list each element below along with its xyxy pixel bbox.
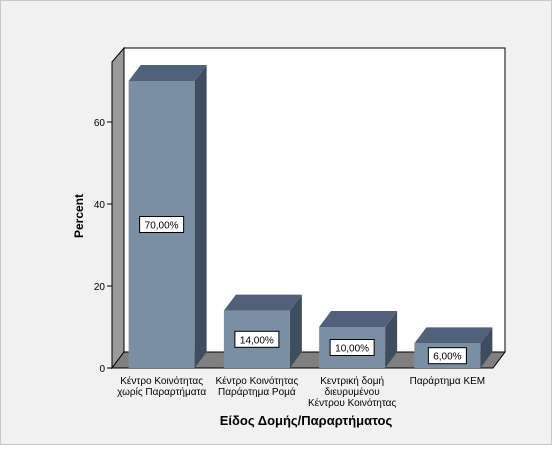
x-tick-label-line: Παράρτημα Ρομά [218, 386, 296, 398]
data-label: 6,00% [433, 352, 461, 363]
bar-side [289, 294, 302, 368]
x-tick-label-line: Κέντρο Κοινότητας [120, 375, 203, 387]
data-label-box [234, 330, 280, 348]
y-axis-title: Percent [72, 194, 86, 238]
data-label: 70,00% [145, 221, 179, 232]
x-tick-label-line: Κέντρου Κοινότητας [308, 397, 396, 409]
x-tick-label: Κέντρο Κοινότητας Παράρτημα Ρομά [215, 375, 298, 398]
bar-top [319, 311, 398, 327]
x-tick-label: Κέντρο Κοινότητας χωρίς Παραρτήματα [117, 375, 206, 398]
data-label-box [427, 347, 467, 365]
data-label: 14,00% [240, 335, 274, 346]
bar-side [480, 327, 493, 368]
bar-top [223, 294, 302, 311]
x-tick-label-line: διευρυμένου [325, 386, 380, 398]
y-tick-label: 40 [94, 200, 106, 211]
x-tick-label-line: Παράρτημα ΚΕΜ [410, 375, 486, 387]
x-tick-label-line: Κεντρική δομή [320, 375, 384, 387]
y-tick-label: 0 [99, 364, 105, 375]
bar-side [385, 311, 398, 368]
x-tick-label-line: χωρίς Παραρτήματα [117, 386, 206, 398]
data-label-box [329, 339, 375, 356]
y-tick-label: 20 [94, 282, 106, 293]
plot-side-wall [111, 46, 125, 370]
x-tick-label-line: Κέντρο Κοινότητας [215, 375, 298, 387]
bar-top [128, 65, 207, 81]
bar-side [194, 65, 207, 368]
bar-top [414, 327, 493, 344]
x-tick-label: Παράρτημα ΚΕΜ [410, 375, 486, 387]
x-tick-label: Κεντρική δομή διευρυμένου Κέντρου Κοινότητ… [308, 375, 396, 409]
data-label-box [139, 216, 185, 233]
data-label: 10,00% [335, 344, 369, 355]
y-tick-label: 60 [94, 118, 106, 129]
x-axis-title: Είδος Δομής/Παραρτήματος [220, 413, 393, 428]
